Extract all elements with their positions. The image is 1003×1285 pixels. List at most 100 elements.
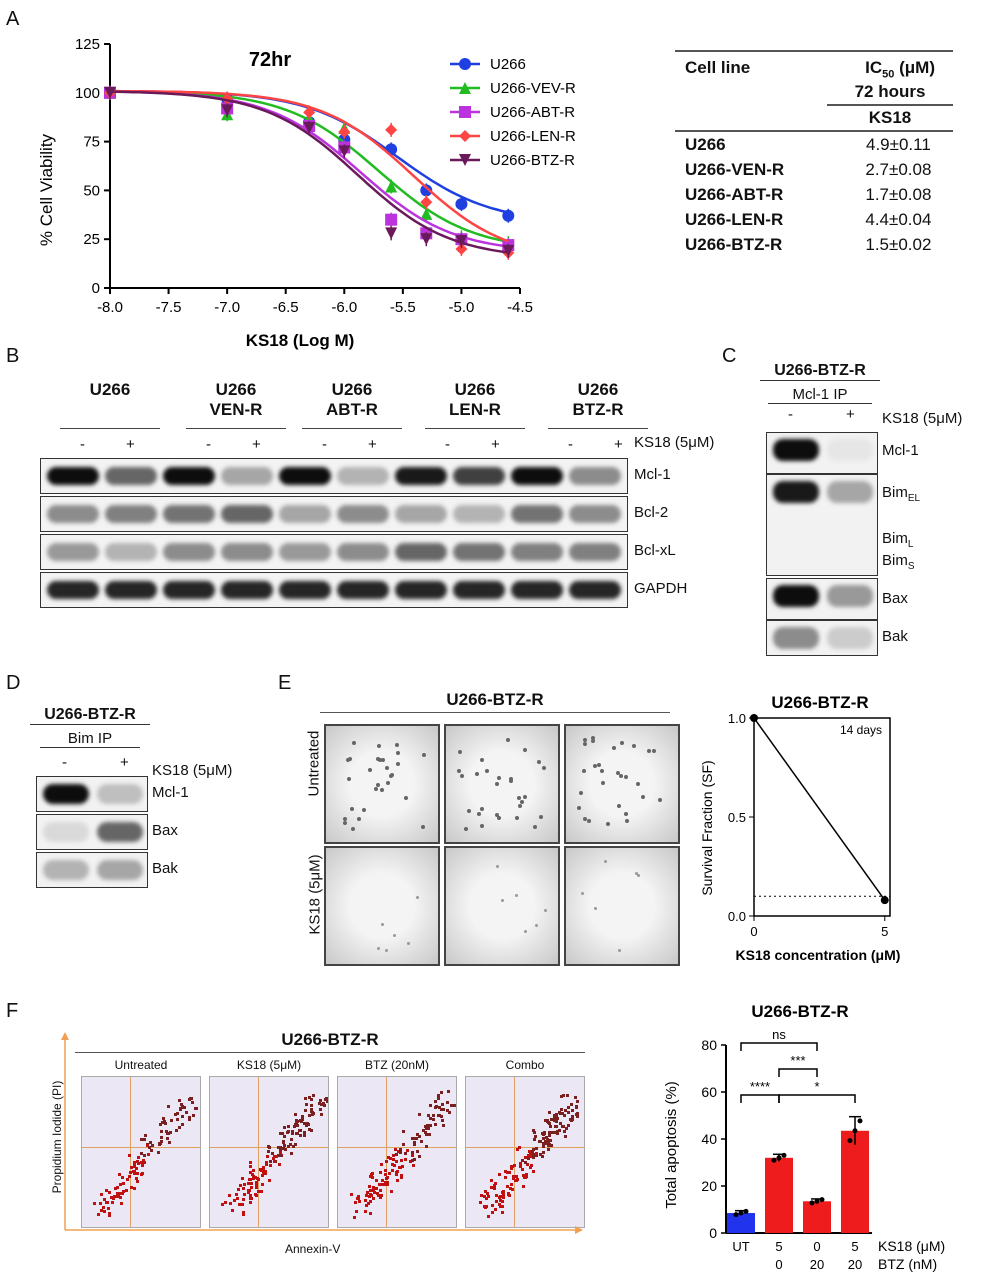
flow-event [371, 1185, 375, 1189]
colony [480, 823, 484, 828]
x-tick-label: -6.0 [331, 299, 357, 316]
flow-gate-v [258, 1077, 259, 1227]
colony [519, 800, 524, 805]
flow-event [176, 1111, 180, 1115]
flow-event [493, 1181, 497, 1185]
colony [420, 825, 425, 830]
colony [495, 813, 500, 818]
flow-event [364, 1209, 368, 1213]
flow-event [164, 1130, 168, 1134]
flow-event [125, 1177, 129, 1181]
flow-event [568, 1118, 572, 1122]
flow-event [241, 1197, 245, 1201]
flow-event [136, 1160, 140, 1164]
panel-b-blots: U266- + U266 VEN-R - + U266 ABT-R - + U266 LEN-R - + U… [40, 380, 720, 630]
flow-event [576, 1099, 580, 1103]
colony [606, 821, 611, 826]
colony [456, 769, 461, 774]
flow-event [121, 1181, 125, 1185]
data-point [502, 209, 515, 222]
d-plus: + [120, 754, 129, 771]
blot-band [163, 581, 215, 599]
flow-event [530, 1163, 534, 1167]
flow-event [532, 1138, 536, 1142]
b-plus: + [368, 436, 377, 453]
blot-band [511, 581, 563, 599]
data-point [221, 104, 234, 117]
colony [601, 780, 606, 785]
colony [349, 807, 354, 812]
flow-event [554, 1114, 558, 1118]
colony [580, 891, 584, 895]
b-group-line1: U266 [331, 380, 373, 399]
x-tick-label: -4.5 [507, 299, 533, 316]
colony [380, 922, 384, 926]
flow-event [133, 1165, 137, 1169]
colony [377, 946, 381, 950]
flow-event [248, 1194, 252, 1198]
colony [594, 906, 597, 910]
flow-event [283, 1125, 287, 1129]
flow-event [266, 1150, 270, 1154]
flow-event [486, 1194, 490, 1198]
flow-event [167, 1131, 171, 1135]
flow-event [136, 1156, 140, 1160]
colony [517, 795, 522, 800]
b-plus: + [252, 436, 261, 453]
ap-replicate-point [814, 1198, 820, 1204]
flow-event [318, 1101, 322, 1105]
ap-ks18-value: UT [732, 1239, 749, 1254]
blot-band [163, 467, 215, 485]
blot-strip [40, 534, 628, 570]
b-group-rule [302, 428, 402, 429]
flow-event [527, 1157, 531, 1161]
flow-event [521, 1168, 525, 1172]
flow-event [366, 1201, 370, 1205]
flow-event [429, 1116, 433, 1120]
flow-event [378, 1183, 382, 1187]
flow-event [428, 1133, 432, 1137]
table-cell-name: U266-ABT-R [685, 185, 784, 205]
flow-event [169, 1131, 173, 1135]
flow-event [194, 1107, 198, 1111]
flow-event [424, 1124, 428, 1128]
flow-event [130, 1185, 134, 1189]
f-condition-label: Combo [505, 1058, 545, 1072]
blot-strip [40, 572, 628, 608]
data-point [338, 125, 351, 138]
flow-event [108, 1211, 112, 1215]
blot-band [337, 543, 389, 561]
ap-replicate-point [771, 1157, 777, 1163]
flow-event [503, 1169, 507, 1173]
ap-ks18-row-label: KS18 (μM) [878, 1238, 945, 1254]
flow-event [515, 1174, 519, 1178]
flow-event [278, 1162, 282, 1166]
flow-event [120, 1191, 124, 1195]
data-point [420, 207, 433, 220]
ap-y-tick-label: 20 [701, 1178, 717, 1194]
flow-event [387, 1172, 391, 1176]
b-group-rule [60, 428, 160, 429]
c-ip-label: Mcl-1 IP [768, 386, 872, 404]
flow-event [149, 1141, 153, 1145]
table-cell-name: U266 [685, 135, 726, 155]
flow-event [483, 1189, 487, 1193]
colony [583, 737, 588, 742]
table-cell-value: 1.5±0.02 [865, 235, 932, 255]
colony [576, 805, 581, 810]
flow-event [392, 1154, 396, 1158]
flow-event [235, 1192, 239, 1196]
flow-event [554, 1119, 558, 1123]
flow-event [143, 1154, 147, 1158]
blot-band [511, 505, 563, 523]
data-point [459, 58, 471, 70]
colony [535, 924, 539, 928]
flow-event [140, 1138, 144, 1142]
flow-event [302, 1133, 306, 1137]
blot-band [221, 581, 273, 599]
flow-event [275, 1154, 279, 1158]
data-point [385, 123, 398, 136]
flow-event [177, 1099, 181, 1103]
flow-event [262, 1169, 265, 1173]
flow-event [379, 1195, 383, 1199]
